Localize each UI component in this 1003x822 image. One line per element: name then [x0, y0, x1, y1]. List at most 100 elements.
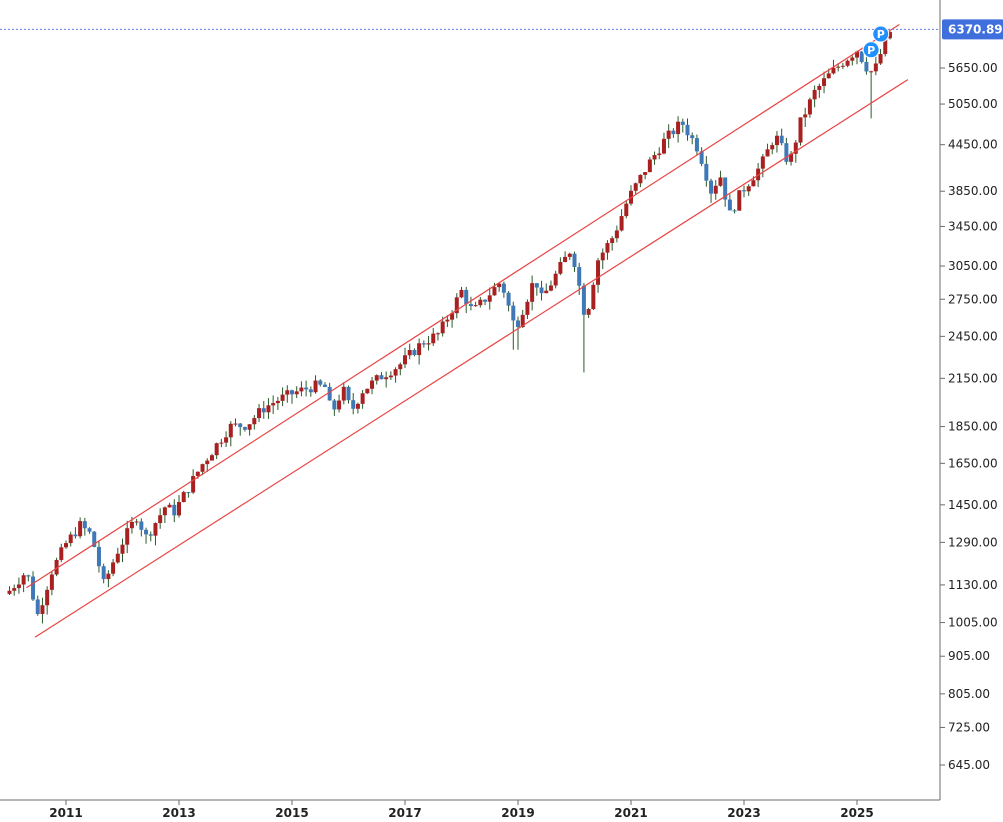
candle — [360, 390, 365, 409]
candle-body — [614, 230, 619, 239]
candle-body — [96, 546, 101, 567]
time-tick-label: 2013 — [162, 806, 195, 820]
candle — [158, 508, 163, 529]
price-tick-label: 4450.00 — [948, 138, 998, 152]
candle-body — [704, 163, 709, 181]
marker-p[interactable]: P — [862, 41, 880, 59]
candle-body — [134, 521, 139, 523]
candle — [581, 282, 586, 373]
candle-body — [351, 400, 356, 409]
candle — [417, 338, 422, 365]
candle-body — [883, 38, 888, 55]
candle — [238, 422, 243, 436]
candle — [760, 154, 765, 178]
candle-body — [581, 285, 586, 315]
candle-body — [779, 135, 784, 144]
last-price-tag-bg — [942, 19, 1003, 40]
candle — [177, 495, 181, 518]
candle-body — [129, 521, 134, 529]
marker-p[interactable]: P — [872, 25, 890, 43]
candle — [596, 257, 601, 293]
candle-body — [501, 283, 506, 293]
candle-body — [751, 180, 756, 187]
candle-body — [713, 185, 718, 194]
candle-body — [793, 142, 798, 154]
candle-body — [87, 528, 92, 532]
candle-body — [690, 135, 695, 139]
candle — [468, 296, 473, 311]
candle-body — [666, 130, 671, 139]
candle — [351, 393, 356, 415]
candle — [671, 128, 676, 138]
candle — [341, 382, 346, 405]
candle-body — [285, 390, 290, 395]
candle — [162, 506, 167, 523]
time-tick-label: 2015 — [275, 806, 308, 820]
candle-body — [873, 63, 878, 72]
candle-body — [756, 168, 761, 181]
candle — [873, 55, 878, 76]
candle — [219, 438, 224, 448]
candle-body — [525, 301, 530, 315]
candle — [798, 117, 803, 146]
candle-body — [652, 155, 657, 160]
candle — [186, 491, 191, 498]
candle-body — [530, 283, 535, 302]
candle — [233, 418, 238, 427]
price-tick-label: 1130.00 — [948, 578, 998, 592]
candle — [313, 375, 318, 394]
price-axis[interactable]: 645.00 725.00 805.00 905.00 1005.00 1130.00 12… — [939, 0, 998, 800]
candle — [878, 49, 883, 65]
candle — [153, 522, 158, 546]
candle — [784, 137, 789, 165]
time-axis[interactable]: 2011 2013 2015 2017 2019 2021 2023 2025 — [0, 799, 940, 820]
candle-body — [417, 343, 422, 356]
marker-circle — [872, 25, 890, 43]
price-tick-label: 1290.00 — [948, 535, 998, 549]
candle — [544, 283, 549, 294]
candle-body — [318, 380, 323, 385]
candle — [869, 70, 874, 119]
candle — [73, 527, 78, 539]
candle-body — [379, 375, 384, 380]
candle-body — [398, 364, 403, 370]
candle-body — [214, 443, 219, 456]
time-tick-label: 2021 — [614, 806, 647, 820]
candle-body — [435, 333, 440, 335]
candle-body — [144, 529, 149, 535]
candle — [68, 531, 73, 547]
candle-body — [563, 256, 568, 263]
candle-body — [257, 408, 262, 419]
candle — [134, 518, 139, 526]
price-tick-label: 905.00 — [948, 649, 990, 663]
candle — [567, 252, 572, 261]
price-tick-label: 1005.00 — [948, 616, 998, 630]
candle-body — [370, 380, 375, 389]
candle — [563, 251, 568, 263]
candle-body — [49, 574, 54, 590]
candle-body — [153, 523, 158, 536]
candle — [87, 527, 92, 534]
candle — [332, 398, 337, 416]
candle — [388, 371, 393, 380]
candle — [709, 178, 714, 203]
candle — [191, 469, 196, 494]
channel-upper-line[interactable] — [26, 23, 900, 589]
candle-body — [539, 287, 544, 294]
price-tick-label: 3450.00 — [948, 219, 998, 233]
candle — [337, 394, 342, 413]
candle — [403, 347, 407, 369]
candle — [586, 307, 591, 318]
candle-body — [826, 73, 831, 79]
candle-body — [125, 528, 130, 545]
candle-body — [337, 400, 342, 410]
channel-lower-line[interactable] — [34, 79, 909, 638]
candle — [534, 283, 539, 296]
candle-body — [567, 253, 572, 257]
candle-body — [577, 267, 582, 286]
candle-body — [591, 284, 596, 310]
candle — [864, 57, 869, 75]
candle — [558, 257, 563, 276]
candle-body — [454, 297, 459, 314]
